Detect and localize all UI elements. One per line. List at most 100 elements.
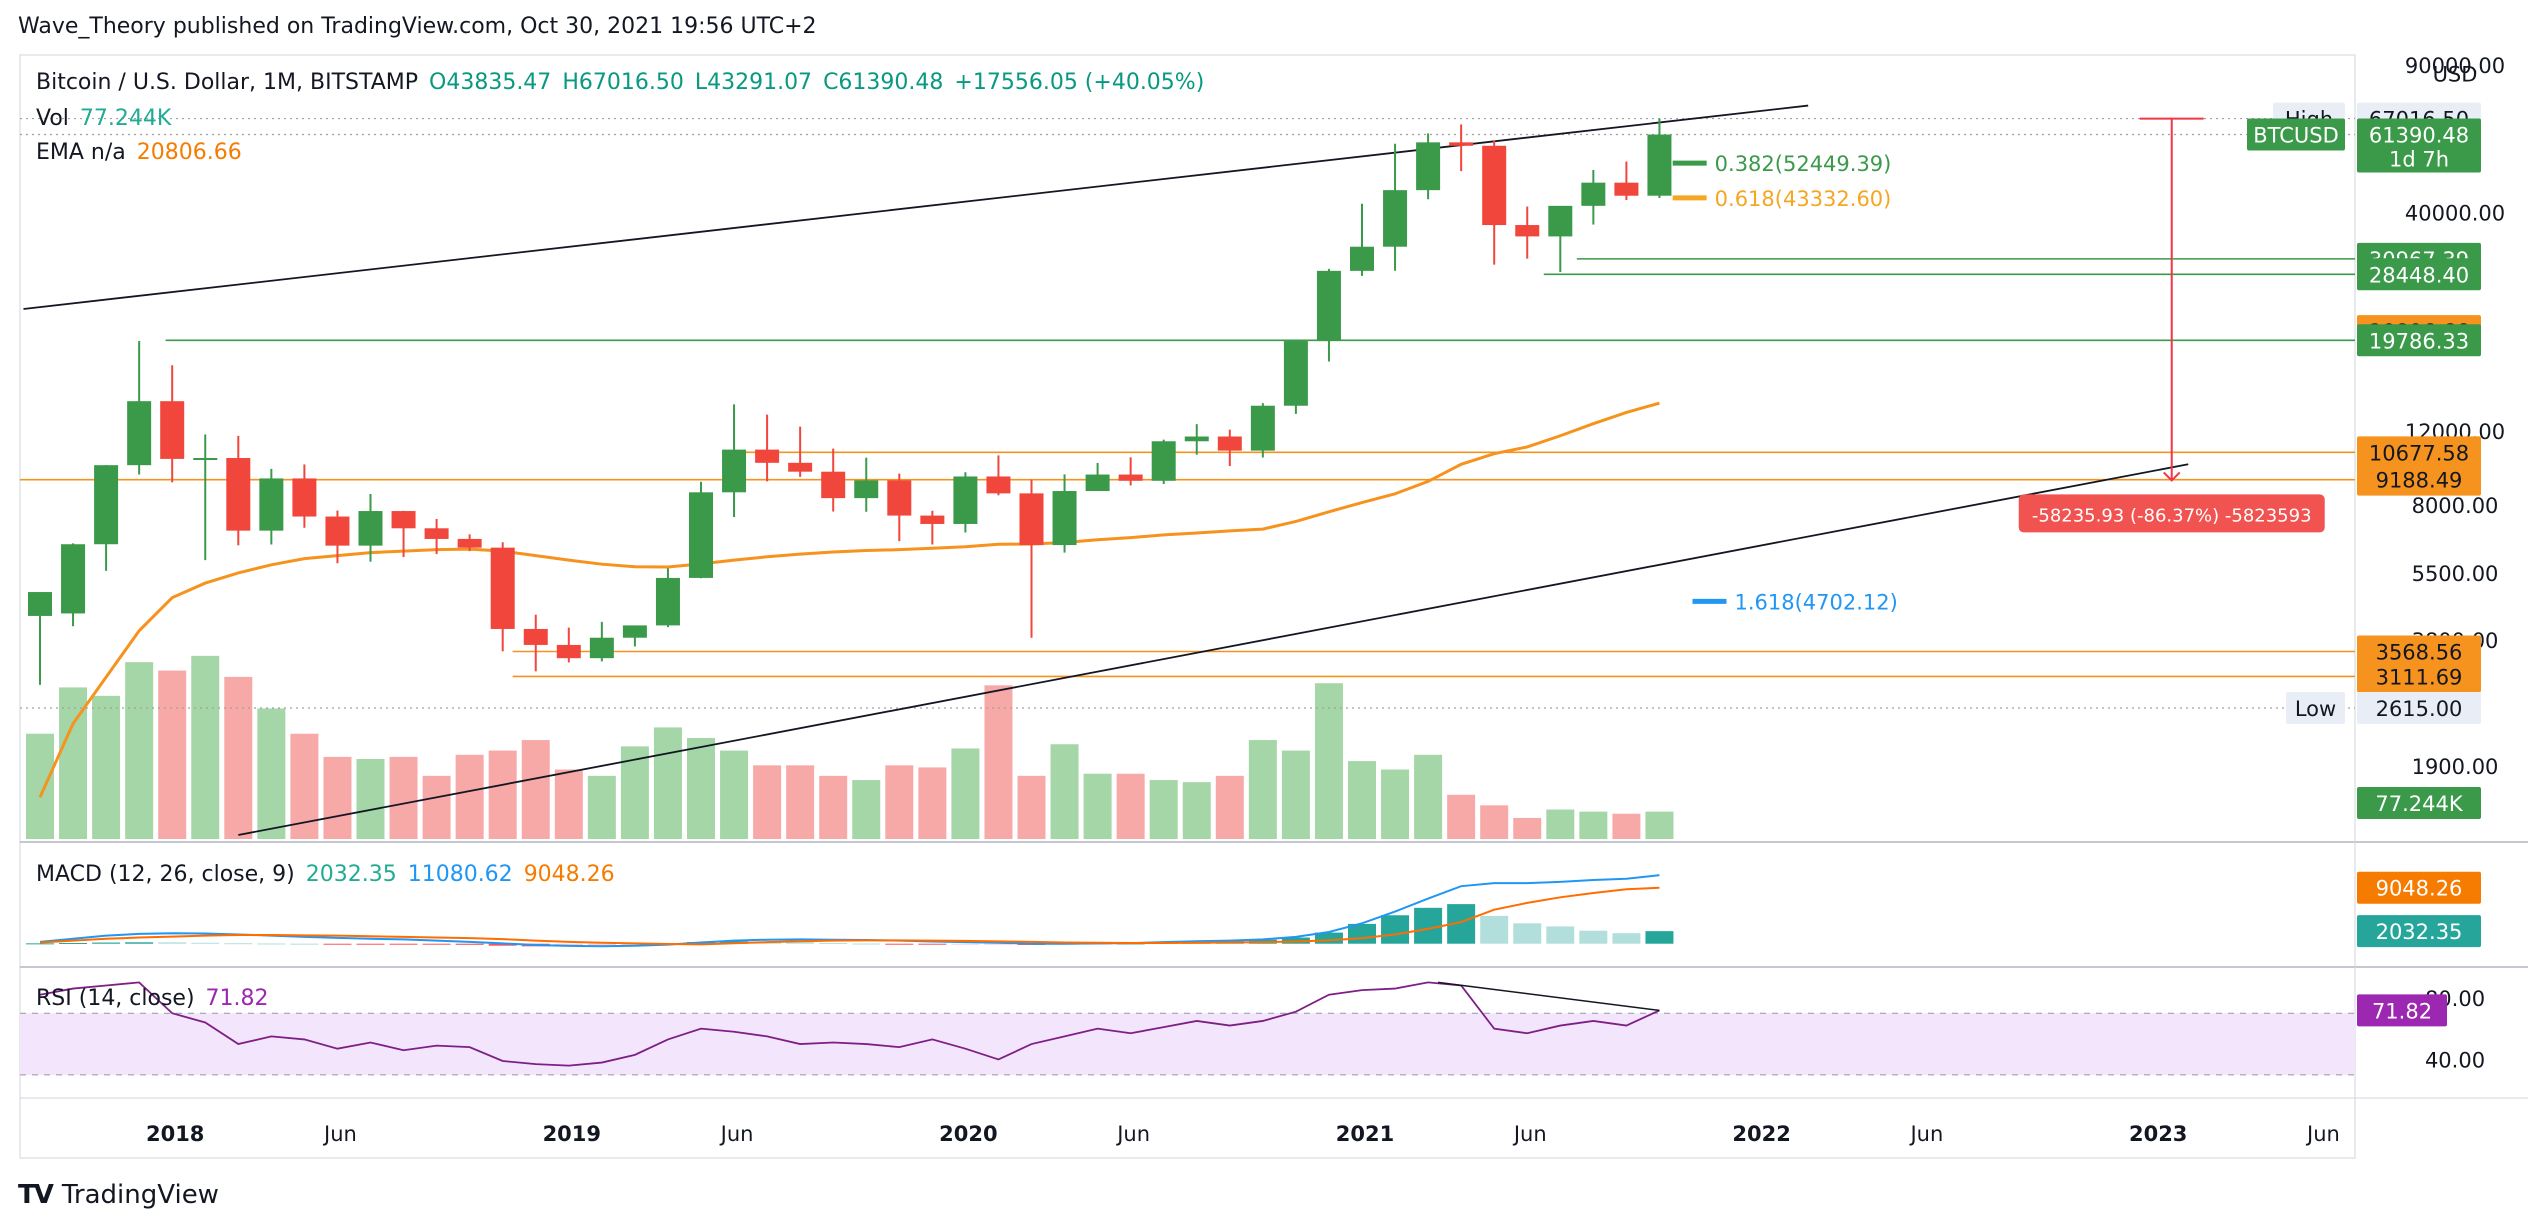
tradingview-brand[interactable]: TV TradingView — [18, 1180, 219, 1210]
measure-label-box — [2018, 494, 2325, 533]
candle-body — [1019, 493, 1044, 546]
macd-legend: MACD (12, 26, close, 9) 2032.35 11080.62… — [36, 862, 619, 887]
volume-bar — [1281, 750, 1310, 839]
candle-body — [1118, 474, 1143, 481]
price-tag-box — [2357, 118, 2481, 173]
price-tag-box — [2357, 787, 2481, 820]
candle-body — [259, 478, 284, 531]
volume-bar — [1215, 775, 1244, 839]
macd-label[interactable]: MACD (12, 26, close, 9) — [36, 862, 295, 887]
rsi-label[interactable]: RSI (14, close) — [36, 986, 195, 1011]
volume-legend: Vol 77.244K — [36, 106, 175, 131]
macd-histogram-bar — [984, 943, 1013, 945]
price-tag-box — [2357, 258, 2481, 291]
macd-histogram-bar — [852, 943, 881, 945]
ema-legend: EMA n/a 20806.66 — [36, 140, 246, 165]
candle-body — [226, 458, 251, 531]
candle-body — [821, 471, 846, 499]
volume-bar — [753, 765, 782, 839]
price-tag-box — [2357, 463, 2481, 496]
volume-bar — [984, 685, 1013, 839]
macd-histogram-bar — [323, 943, 352, 945]
candle-body — [457, 538, 482, 548]
fib-level-label: 0.618(43332.60) — [1715, 187, 1892, 211]
candle-body — [61, 544, 86, 614]
volume-bar — [92, 695, 121, 839]
macd-histogram-bar — [1546, 926, 1575, 944]
price-tag: 10677.58 — [2369, 441, 2469, 465]
volume-bar — [1645, 811, 1674, 839]
price-tag-prefix-box — [2286, 692, 2345, 725]
price-axis-tick: 1900.00 — [2412, 755, 2499, 779]
change-value: +17556.05 (+40.05%) — [954, 70, 1205, 95]
volume-value: 77.244K — [79, 106, 172, 131]
tradingview-logo-icon: TV — [18, 1180, 54, 1210]
fib-level-label: 0.382(52449.39) — [1715, 152, 1892, 176]
candle-body — [755, 449, 780, 463]
macd-histogram-bar — [191, 942, 220, 944]
price-tag: 61390.48 — [2369, 124, 2469, 148]
macd-histogram-bar — [290, 943, 319, 945]
macd-histogram-bar — [1480, 915, 1509, 944]
rsi-axis-tag: 71.82 — [2372, 999, 2432, 1023]
volume-bar — [191, 655, 220, 839]
candle-body — [1283, 341, 1308, 406]
time-axis-label: Jun — [1115, 1122, 1150, 1146]
candle-body — [1383, 190, 1408, 247]
volume-bar — [1050, 744, 1079, 839]
candle-body — [1316, 270, 1341, 342]
candle-body — [160, 401, 185, 459]
price-tag-box — [2357, 660, 2481, 693]
price-tag-prefix: Low — [2295, 697, 2336, 721]
volume-bar — [819, 775, 848, 839]
candle-body — [689, 492, 713, 578]
rsi-axis-tag-box — [2357, 994, 2447, 1027]
macd-histogram-bar — [224, 943, 253, 945]
volume-bar — [1182, 782, 1211, 839]
candle-body — [94, 465, 119, 545]
rsi-value: 71.82 — [205, 986, 269, 1011]
macd-axis-tag-box — [2357, 871, 2481, 904]
price-tag-prefix-box — [2247, 118, 2345, 151]
macd-histogram-bar — [1612, 933, 1641, 944]
price-tag: 2615.00 — [2376, 697, 2463, 721]
volume-bar — [1314, 683, 1343, 839]
macd-histogram-bar — [1414, 907, 1443, 944]
open-value: O43835.47 — [429, 70, 552, 95]
volume-bar — [158, 670, 187, 839]
countdown-label: 1d 7h — [2389, 148, 2449, 172]
price-tag-box — [2357, 692, 2481, 725]
ema-label[interactable]: EMA n/a — [36, 140, 126, 165]
macd-histogram-bar — [819, 942, 848, 944]
macd-histogram-bar — [1579, 930, 1608, 944]
candle-body — [920, 515, 945, 524]
axis-unit-label: USD — [2433, 62, 2478, 86]
symbol-title[interactable]: Bitcoin / U.S. Dollar, 1M, BITSTAMP — [36, 70, 419, 95]
time-axis-label: Jun — [719, 1122, 754, 1146]
low-value: L43291.07 — [694, 70, 813, 95]
volume-bar — [356, 759, 385, 839]
volume-bar — [1447, 794, 1476, 839]
rsi-legend: RSI (14, close) 71.82 — [36, 986, 273, 1011]
candle-body — [490, 547, 515, 629]
candle-body — [1548, 205, 1573, 237]
volume-bar — [1348, 761, 1376, 839]
macd-histogram-bar — [587, 943, 616, 946]
volume-label[interactable]: Vol — [36, 106, 69, 131]
macd-histogram-bar — [455, 943, 484, 945]
volume-bar — [1513, 817, 1542, 839]
candle-body — [1151, 441, 1176, 481]
time-axis-label: 2020 — [939, 1122, 997, 1146]
volume-bar — [257, 708, 286, 839]
price-axis-tick: 40000.00 — [2405, 201, 2505, 225]
volume-bar — [224, 676, 253, 839]
candle-body — [1614, 182, 1639, 196]
candle-body — [391, 511, 416, 529]
time-axis-label: Jun — [1512, 1122, 1547, 1146]
price-tag: 19786.33 — [2369, 329, 2469, 353]
macd-histogram-bar — [158, 942, 187, 944]
volume-bar — [521, 740, 550, 839]
macd-signal-line — [39, 886, 1660, 946]
candle-body — [722, 449, 747, 493]
